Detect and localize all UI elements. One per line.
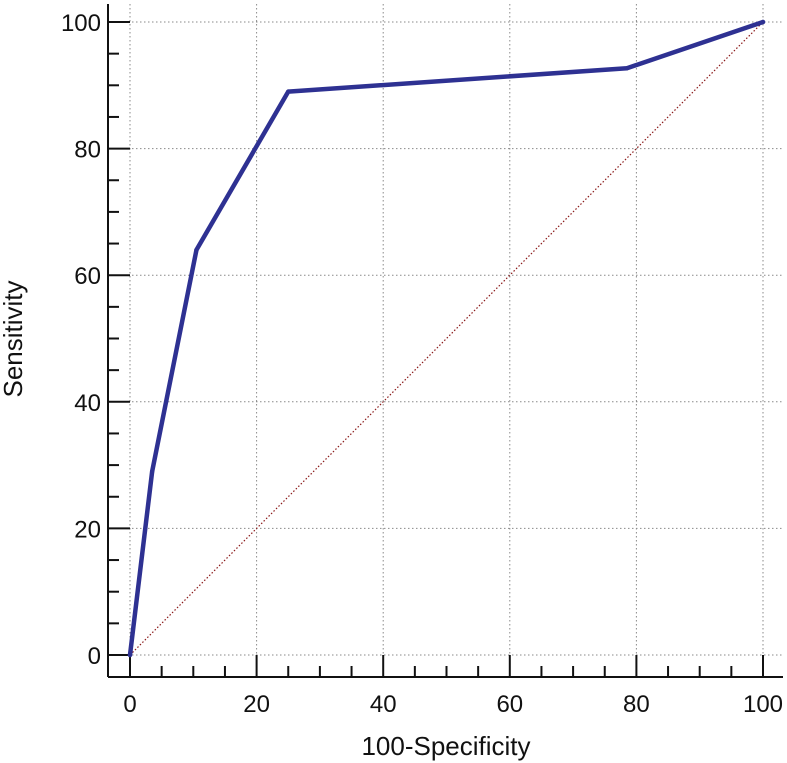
x-tick-label: 20: [243, 691, 270, 718]
roc-point: [127, 652, 133, 658]
x-tick-label: 100: [743, 691, 783, 718]
y-axis-title: Sensitivity: [0, 280, 28, 397]
x-tick-label: 0: [123, 691, 136, 718]
y-tick-label: 40: [74, 390, 101, 417]
y-tick-label: 0: [88, 643, 101, 670]
x-tick-labels: 0 20 40 60 80 100: [123, 691, 783, 718]
diagonal-line: [129, 21, 764, 656]
roc-curve-line: [127, 19, 766, 658]
reference-diagonal: [129, 21, 764, 656]
y-tick-label: 100: [61, 10, 101, 37]
roc-point: [194, 247, 199, 253]
y-tick-labels: 0 20 40 60 80 100: [61, 10, 101, 670]
x-tick-label: 60: [496, 691, 523, 718]
x-tick-label: 80: [623, 691, 650, 718]
x-tick-label: 40: [370, 691, 397, 718]
x-axis-title: 100-Specificity: [361, 731, 530, 761]
roc-point: [760, 19, 766, 25]
roc-point: [149, 469, 155, 474]
y-tick-label: 20: [74, 516, 101, 543]
y-tick-label: 80: [74, 137, 101, 164]
grid: [108, 4, 783, 677]
y-tick-label: 60: [74, 263, 101, 290]
axes: [107, 4, 783, 678]
roc-curve: [127, 19, 766, 658]
roc-point: [286, 89, 291, 94]
roc-point: [624, 66, 630, 71]
